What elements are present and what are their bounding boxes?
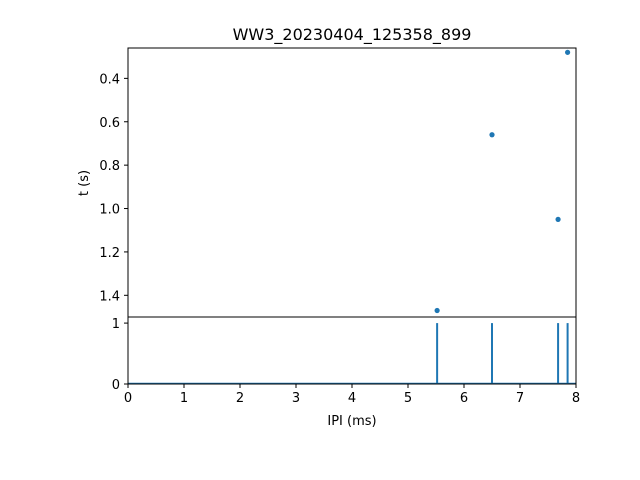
- x-tick-label: 0: [124, 391, 132, 406]
- scatter-point: [434, 307, 440, 314]
- spike-axis-ticks: 0 1 0 1 2 3 4 5 6 7 8: [112, 317, 580, 406]
- x-tick-label: 5: [404, 391, 412, 406]
- scatter-point: [565, 49, 571, 55]
- scatter-y-tick-label: 0.8: [99, 159, 120, 174]
- x-tick-label: 6: [460, 391, 468, 406]
- x-tick-label: 1: [180, 391, 188, 406]
- x-tick-label: 8: [572, 391, 580, 406]
- scatter-points: [434, 49, 571, 314]
- x-tick-label: 4: [348, 391, 356, 406]
- spike-axes-frame: [127, 316, 577, 385]
- scatter-panel: 0.4 0.6 0.8 1.0 1.2 1.4 t (s): [77, 47, 577, 318]
- x-tick-label: 2: [236, 391, 244, 406]
- x-tick-label: 3: [292, 391, 300, 406]
- scatter-y-tick-label: 1.0: [99, 203, 120, 218]
- x-axis-label: IPI (ms): [327, 414, 376, 429]
- scatter-y-axis-label: t (s): [77, 170, 92, 196]
- scatter-point: [555, 216, 561, 222]
- x-tick-label: 7: [516, 391, 524, 406]
- scatter-y-ticks: 0.4 0.6 0.8 1.0 1.2 1.4: [99, 72, 128, 304]
- scatter-y-tick-label: 0.6: [99, 116, 120, 131]
- spike-y-tick-label: 1: [112, 317, 120, 332]
- spike-panel: 0 1 0 1 2 3 4 5 6 7 8 IPI (ms): [112, 316, 580, 429]
- scatter-y-tick-label: 0.4: [99, 72, 120, 87]
- scatter-y-tick-label: 1.2: [99, 246, 120, 261]
- scatter-y-tick-label: 1.4: [99, 289, 120, 304]
- chart-title: WW3_20230404_125358_899: [233, 25, 472, 45]
- spike-y-tick-label: 0: [112, 378, 120, 393]
- scatter-point: [489, 132, 495, 138]
